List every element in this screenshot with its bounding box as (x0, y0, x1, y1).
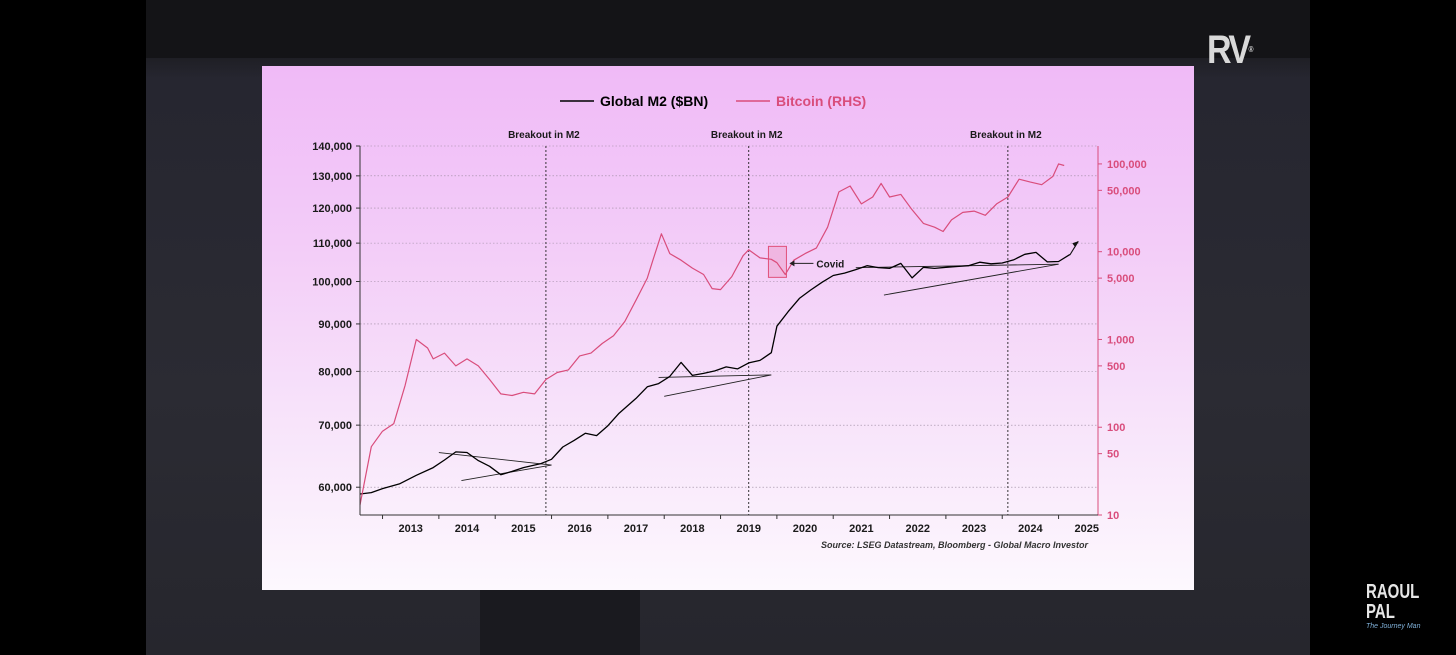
rv-logo: RV® (1207, 28, 1254, 72)
y-right-tick-label: 10,000 (1107, 247, 1141, 259)
brand-watermark: RAOUL PAL The Journey Man (1366, 582, 1456, 630)
y-left-tick-label: 120,000 (312, 203, 352, 215)
x-tick-label: 2022 (905, 523, 929, 535)
x-tick-label: 2021 (849, 523, 873, 535)
y-left-tick-label: 90,000 (318, 319, 352, 331)
y-right-tick-label: 50 (1107, 449, 1119, 461)
x-tick-label: 2025 (1074, 523, 1098, 535)
legend-label: Bitcoin (RHS) (776, 93, 866, 109)
series-line-bitcoin (359, 163, 1065, 506)
m2-projection-arrowhead (1072, 241, 1079, 248)
y-right-tick-label: 500 (1107, 361, 1125, 373)
x-tick-label: 2024 (1018, 523, 1043, 535)
y-right-tick-label: 100,000 (1107, 159, 1147, 171)
covid-highlight-box (767, 245, 787, 278)
breakout-label: Breakout in M2 (711, 130, 783, 141)
y-right-tick-label: 10 (1107, 510, 1119, 522)
y-left-tick-label: 140,000 (312, 141, 352, 153)
breakout-lines (545, 146, 1009, 515)
legend-label: Global M2 ($BN) (600, 93, 708, 109)
source-note: Source: LSEG Datastream, Bloomberg - Glo… (821, 540, 1089, 550)
label-layer: Breakout in M2 Breakout in M2 Breakout in … (508, 130, 1088, 550)
background-header-band (146, 0, 1310, 58)
y-right-tick-label: 100 (1107, 422, 1125, 434)
x-tick-label: 2018 (680, 523, 704, 535)
x-tick-label: 2020 (793, 523, 817, 535)
x-tick-label: 2019 (736, 523, 760, 535)
y-left-tick-label: 60,000 (318, 482, 352, 494)
trendline-2019-lower (664, 374, 772, 397)
y-right-tick-label: 50,000 (1107, 185, 1141, 197)
chart-slide: 60,000 70,000 80,000 90,000 100,000 110,000 12… (262, 66, 1194, 590)
brand-name: RAOUL PAL (1366, 581, 1420, 623)
covid-arrow-head (789, 260, 795, 267)
x-tick-label: 2015 (511, 523, 535, 535)
m2-bitcoin-chart: 60,000 70,000 80,000 90,000 100,000 110,000 12… (312, 93, 1147, 550)
y-left-tick-label: 130,000 (312, 171, 352, 183)
grid-layer (360, 145, 1098, 488)
legend: Global M2 ($BN) Bitcoin (RHS) (560, 93, 866, 109)
axis-layer: 60,000 70,000 80,000 90,000 100,000 110,000 12… (312, 141, 1147, 535)
y-left-tick-label: 80,000 (318, 366, 352, 378)
trendline-2024-lower (883, 263, 1059, 296)
brand-tagline: The Journey Man (1366, 623, 1421, 630)
x-tick-label: 2016 (567, 523, 591, 535)
series-layer (359, 163, 1071, 506)
trendline-2019-upper (658, 374, 772, 378)
x-tick-label: 2017 (624, 523, 648, 535)
background-podium (480, 590, 640, 655)
x-tick-label: 2013 (398, 523, 422, 535)
x-tick-label: 2014 (455, 523, 480, 535)
breakout-label: Breakout in M2 (970, 130, 1042, 141)
y-left-tick-label: 70,000 (318, 420, 352, 432)
x-tick-label: 2023 (962, 523, 986, 535)
trendline-2015-upper (438, 452, 552, 466)
y-right-tick-label: 1,000 (1107, 334, 1135, 346)
y-right-tick-label: 5,000 (1107, 273, 1135, 285)
covid-label: Covid (816, 259, 844, 270)
breakout-label: Breakout in M2 (508, 130, 580, 141)
y-left-tick-label: 100,000 (312, 277, 352, 289)
series-line-global-m2 (359, 251, 1071, 495)
y-left-tick-label: 110,000 (313, 238, 352, 250)
